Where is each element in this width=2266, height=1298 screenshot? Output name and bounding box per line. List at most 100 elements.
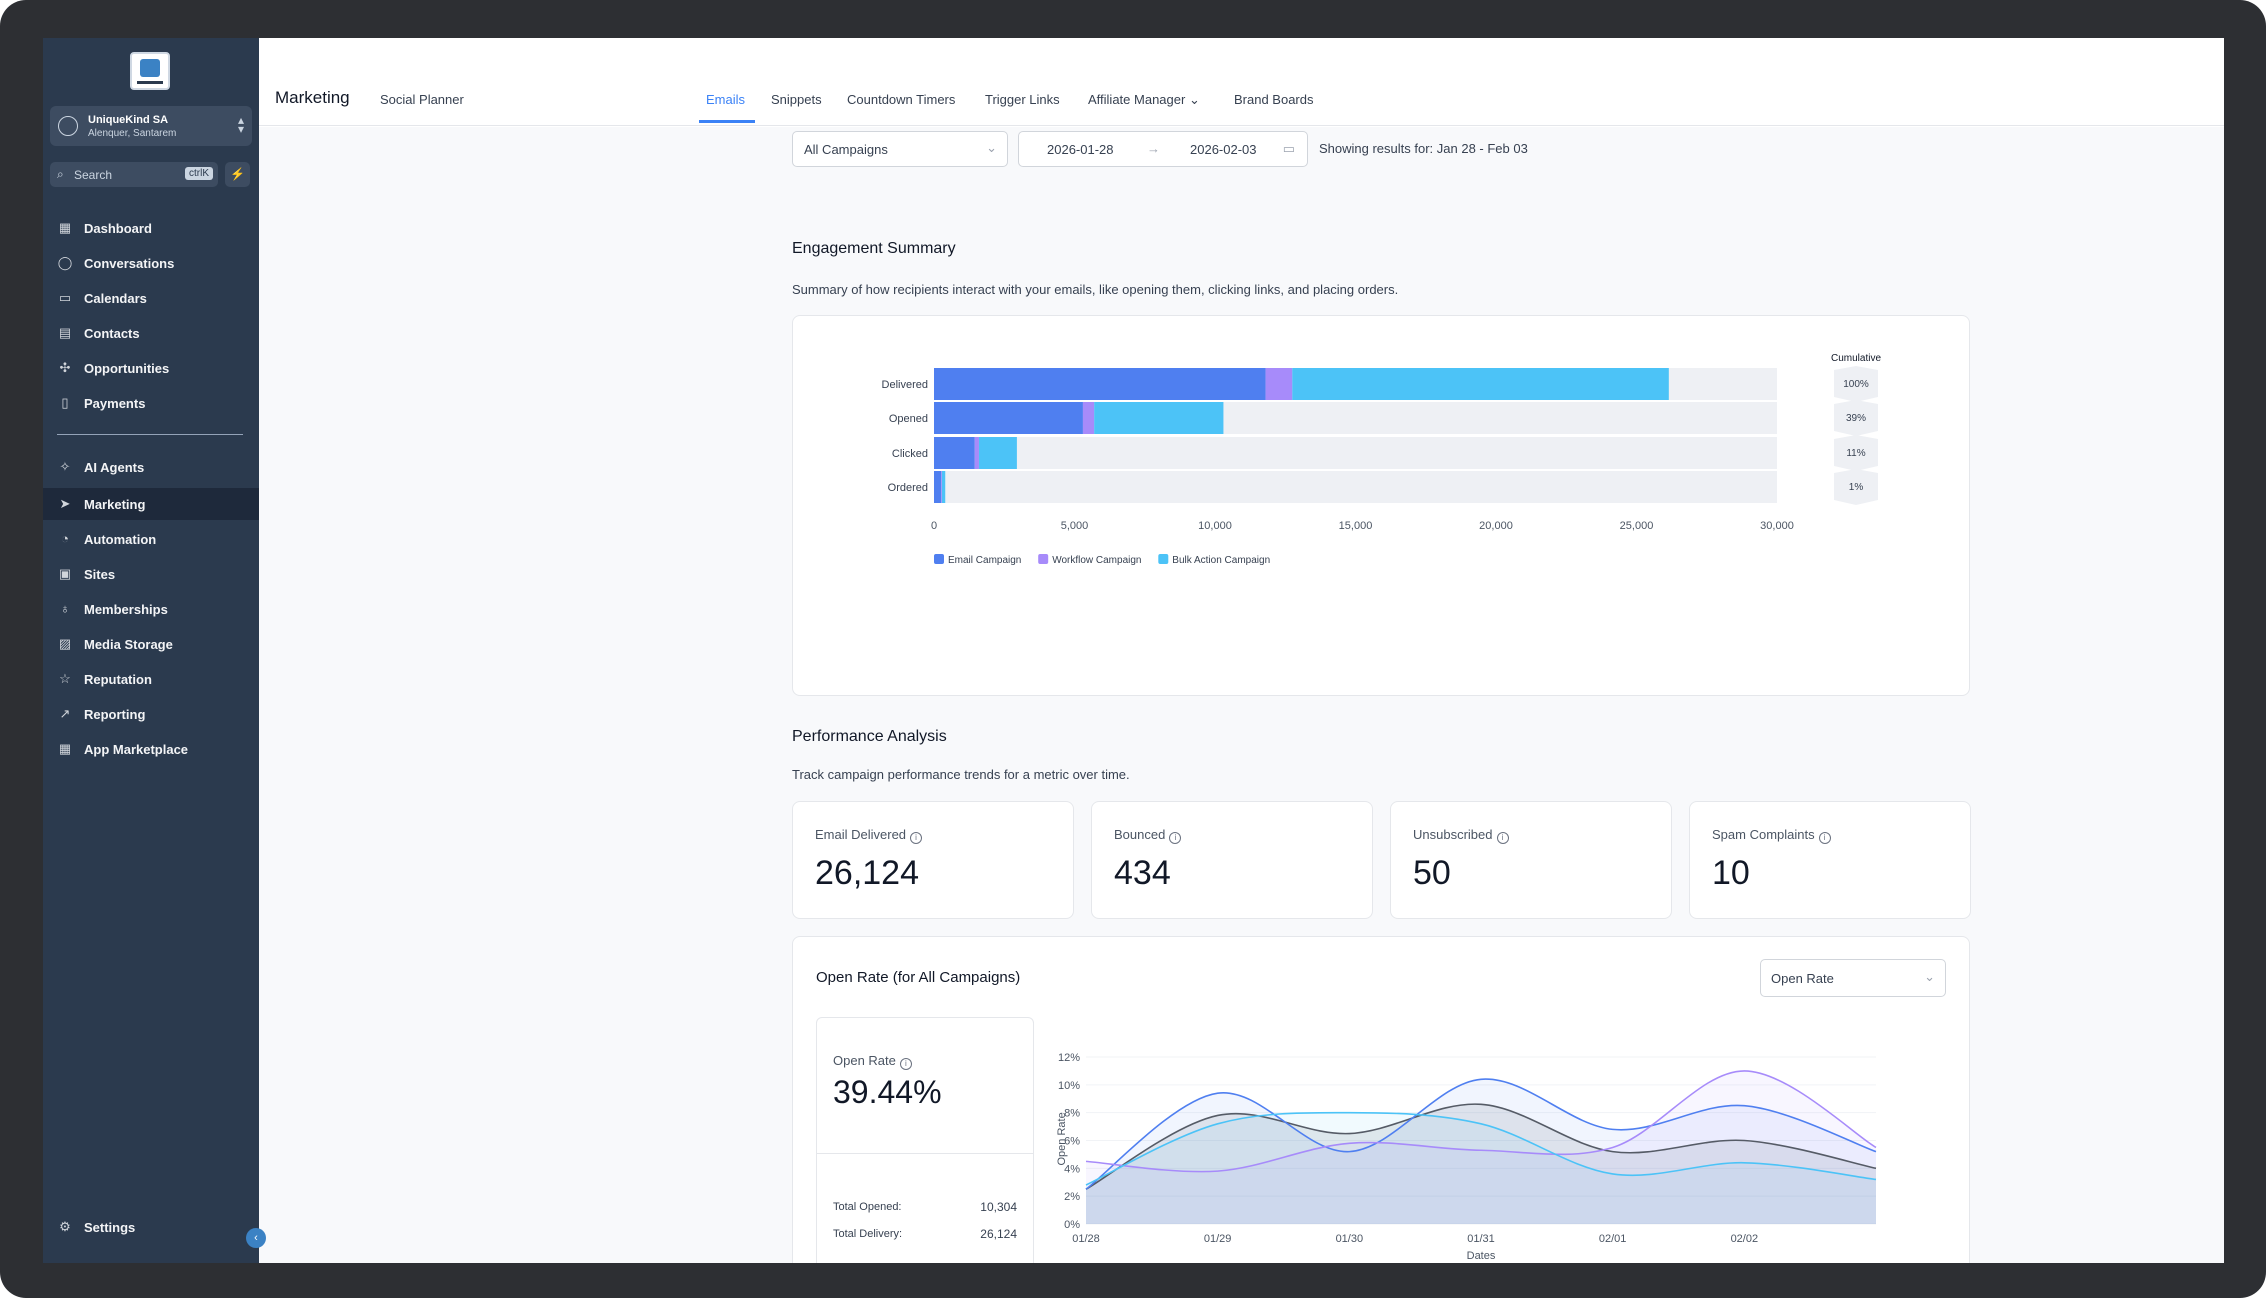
chevron-down-icon: ⌄ [986, 140, 997, 155]
x-tick-label: 0 [931, 520, 937, 532]
sidebar-item-dashboard[interactable]: ▦ Dashboard [43, 212, 259, 244]
sites-icon: ▣ [58, 566, 72, 581]
metric-value: 10 [1712, 854, 1750, 892]
total-opened-value: 10,304 [980, 1200, 1017, 1214]
legend-swatch [1038, 554, 1049, 564]
sidebar-item-contacts[interactable]: ▤ Contacts [43, 317, 259, 349]
sidebar-item-app-marketplace[interactable]: ▦ App Marketplace [43, 733, 259, 765]
collapse-sidebar-button[interactable]: ‹ [246, 1228, 266, 1248]
metric-card-email-delivered: Email Delivered i 26,124 [792, 801, 1074, 919]
bar-segment [1292, 368, 1669, 400]
sidebar-item-opportunities[interactable]: ✣ Opportunities [43, 352, 259, 384]
info-icon[interactable]: i [899, 1058, 912, 1070]
engagement-subtitle: Summary of how recipients interact with … [792, 282, 1399, 297]
open-rate-card: Open Rate (for All Campaigns) Open Rate … [792, 936, 1970, 1263]
legend-swatch [934, 554, 944, 564]
quick-action-button[interactable]: ⚡ [225, 162, 250, 187]
metric-card-spam-complaints: Spam Complaints i 10 [1689, 801, 1971, 919]
opportunities-icon: ✣ [59, 360, 71, 375]
sidebar-item-memberships[interactable]: ♁ Memberships [43, 593, 259, 625]
info-icon[interactable]: i [1169, 832, 1182, 844]
legend-label: Workflow Campaign [1052, 555, 1141, 566]
gear-icon: ⚙ [59, 1219, 71, 1234]
performance-title: Performance Analysis [792, 728, 947, 745]
metric-label: Unsubscribed i [1413, 827, 1509, 844]
sidebar-item-payments[interactable]: ▯ Payments [43, 387, 259, 419]
y-tick-label: 10% [1058, 1080, 1080, 1092]
y-tick-label: 4% [1064, 1163, 1080, 1175]
series-area [1086, 1070, 1876, 1224]
account-name: UniqueKind SA [88, 114, 169, 126]
y-tick-label: 6% [1064, 1136, 1080, 1148]
cumulative-value: 39% [1846, 413, 1866, 424]
bar-segment [934, 437, 975, 469]
account-switcher[interactable]: UniqueKind SA Alenquer, Santarem ▴ ▾ [50, 106, 252, 146]
bar-segment [978, 437, 1017, 469]
date-range-picker[interactable]: 2026-01-28 → 2026-02-03 ▭ [1018, 131, 1308, 167]
open-rate-title: Open Rate (for All Campaigns) [816, 969, 1021, 986]
dashboard-icon: ▦ [58, 220, 72, 235]
sidebar-item-sites[interactable]: ▣ Sites [43, 558, 259, 590]
chevron-left-icon: ‹ [254, 1232, 258, 1244]
info-icon[interactable]: i [1818, 832, 1831, 844]
sidebar-item-label: Settings [84, 1220, 136, 1235]
sidebar: UniqueKind SA Alenquer, Santarem ▴ ▾ ⌕ Se… [43, 38, 259, 1263]
top-bar: Marketing Social Planner Emails Snippets… [259, 38, 2224, 126]
sidebar-item-calendars[interactable]: ▭ Calendars [43, 282, 259, 314]
tab-social-planner[interactable]: Social Planner [380, 92, 464, 107]
bar-segment [1082, 402, 1095, 434]
sidebar-item-marketing[interactable]: ➤ Marketing [43, 488, 259, 520]
engagement-title: Engagement Summary [792, 240, 956, 257]
active-tab-indicator [699, 120, 755, 123]
sidebar-item-label: Media Storage [84, 637, 173, 652]
y-tick-label: 8% [1064, 1108, 1080, 1120]
results-range-text: Showing results for: Jan 28 - Feb 03 [1319, 141, 1528, 156]
metric-label: Email Delivered i [815, 827, 923, 844]
metric-select[interactable]: Open Rate ⌄ [1760, 959, 1946, 997]
cumulative-header: Cumulative [1831, 353, 1881, 364]
contacts-icon: ▤ [58, 325, 72, 340]
memberships-icon: ♁ [60, 601, 70, 616]
series-line [1085, 1070, 1877, 1173]
x-tick-label: 15,000 [1339, 520, 1373, 532]
sidebar-item-label: AI Agents [84, 460, 145, 475]
search-placeholder: Search [74, 168, 113, 182]
tab-countdown-timers[interactable]: Countdown Timers [847, 92, 956, 107]
tab-affiliate-manager[interactable]: Affiliate Manager ⌄ [1088, 92, 1200, 108]
page-title: Marketing [275, 88, 350, 107]
info-icon[interactable]: i [910, 832, 923, 844]
main-content: All Campaigns ⌄ 2026-01-28 → 2026-02-03 … [259, 127, 2224, 1263]
search-input[interactable]: ⌕ Search ctrlK [50, 162, 218, 187]
sidebar-item-reporting[interactable]: ↗ Reporting [43, 698, 259, 730]
total-delivery-value: 26,124 [980, 1227, 1017, 1241]
campaign-select[interactable]: All Campaigns ⌄ [792, 131, 1008, 167]
tab-trigger-links[interactable]: Trigger Links [985, 92, 1060, 107]
app-logo [130, 52, 170, 90]
sidebar-item-conversations[interactable]: ◯ Conversations [43, 247, 259, 279]
sidebar-item-media-storage[interactable]: ▨ Media Storage [43, 628, 259, 660]
stat-value: 39.44% [833, 1074, 942, 1110]
y-tick-label: 12% [1058, 1052, 1080, 1064]
cumulative-badge [1834, 400, 1878, 436]
category-label: Clicked [892, 448, 928, 460]
tab-emails[interactable]: Emails [706, 92, 746, 107]
metric-label-text: Unsubscribed [1413, 827, 1493, 842]
y-axis-label: Open Rate [1056, 1112, 1068, 1165]
campaign-select-value: All Campaigns [804, 142, 888, 157]
bar-segment [1265, 368, 1293, 400]
sidebar-item-automation[interactable]: ◔ Automation [43, 523, 259, 555]
sidebar-item-ai-agents[interactable]: ✧ AI Agents [43, 451, 259, 483]
tab-snippets[interactable]: Snippets [771, 92, 822, 107]
total-delivery-label: Total Delivery: [833, 1228, 903, 1240]
metric-label: Spam Complaints i [1712, 827, 1831, 844]
cumulative-value: 1% [1849, 482, 1864, 493]
cumulative-badge [1834, 469, 1878, 505]
info-icon[interactable]: i [1496, 832, 1509, 844]
legend-label: Email Campaign [948, 555, 1021, 566]
sidebar-item-settings[interactable]: ⚙ Settings [43, 1211, 259, 1243]
sidebar-item-reputation[interactable]: ☆ Reputation [43, 663, 259, 695]
metric-label-text: Bounced [1114, 827, 1166, 842]
tab-brand-boards[interactable]: Brand Boards [1234, 92, 1314, 107]
bar-track [934, 471, 1777, 503]
bar-segment [941, 471, 942, 503]
